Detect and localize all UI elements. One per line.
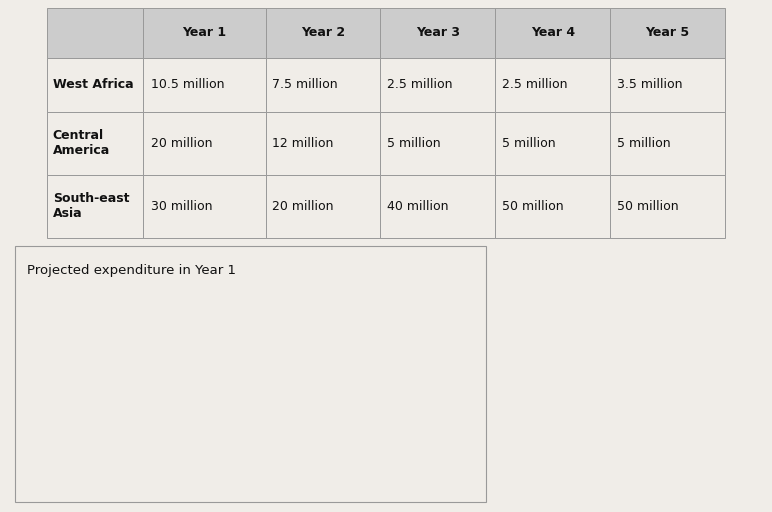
Text: 10%: 10% [117, 332, 146, 345]
Text: 50%: 50% [117, 423, 146, 436]
Legend: Set-up costs, Salaries, Training, Office expenses: Set-up costs, Salaries, Training, Office… [290, 329, 434, 419]
Wedge shape [164, 298, 255, 437]
Text: 30%: 30% [204, 360, 232, 373]
Text: 10%: 10% [151, 322, 178, 335]
Text: Projected expenditure in Year 1: Projected expenditure in Year 1 [27, 264, 236, 276]
Wedge shape [92, 298, 164, 384]
Wedge shape [74, 331, 237, 474]
Wedge shape [137, 294, 192, 384]
